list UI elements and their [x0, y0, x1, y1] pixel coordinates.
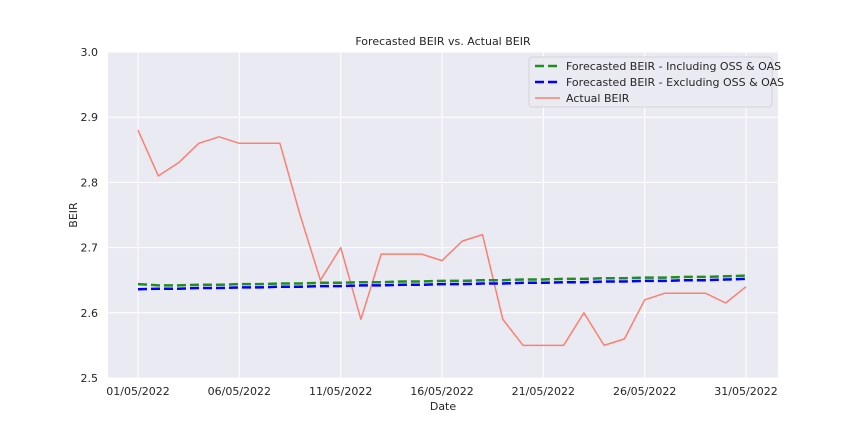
y-tick-label: 2.7 — [81, 242, 99, 255]
grid — [108, 51, 778, 379]
chart-title: Forecasted BEIR vs. Actual BEIR — [355, 35, 531, 48]
x-tick-label: 31/05/2022 — [714, 385, 777, 398]
legend-label-2: Actual BEIR — [566, 92, 630, 105]
x-tick-label: 01/05/2022 — [106, 385, 169, 398]
legend-label-1: Forecasted BEIR - Excluding OSS & OAS — [566, 76, 784, 89]
x-tick-label: 21/05/2022 — [512, 385, 575, 398]
series-layer — [137, 129, 747, 347]
x-axis-label: Date — [430, 400, 457, 413]
x-tick-label: 11/05/2022 — [309, 385, 372, 398]
y-tick-label: 2.5 — [81, 372, 99, 385]
x-tick-label: 16/05/2022 — [410, 385, 473, 398]
legend-label-0: Forecasted BEIR - Including OSS & OAS — [566, 60, 781, 73]
x-tick-label: 26/05/2022 — [613, 385, 676, 398]
series-line-1 — [137, 277, 747, 291]
y-axis-label: BEIR — [67, 202, 80, 228]
series-line-2 — [137, 129, 747, 347]
y-tick-label: 2.6 — [81, 307, 99, 320]
y-tick-label: 2.8 — [81, 176, 99, 189]
legend: Forecasted BEIR - Including OSS & OAS For… — [528, 56, 784, 108]
y-tick-label: 2.9 — [81, 111, 99, 124]
x-tick-label: 06/05/2022 — [208, 385, 271, 398]
y-tick-label: 3.0 — [81, 46, 99, 59]
series-line-0 — [137, 274, 747, 287]
y-tick-labels: 2.5 2.6 2.7 2.8 2.9 3.0 — [81, 46, 99, 385]
x-tick-labels: 01/05/2022 06/05/2022 11/05/2022 16/05/2022… — [106, 385, 777, 398]
legend-box — [528, 56, 773, 108]
